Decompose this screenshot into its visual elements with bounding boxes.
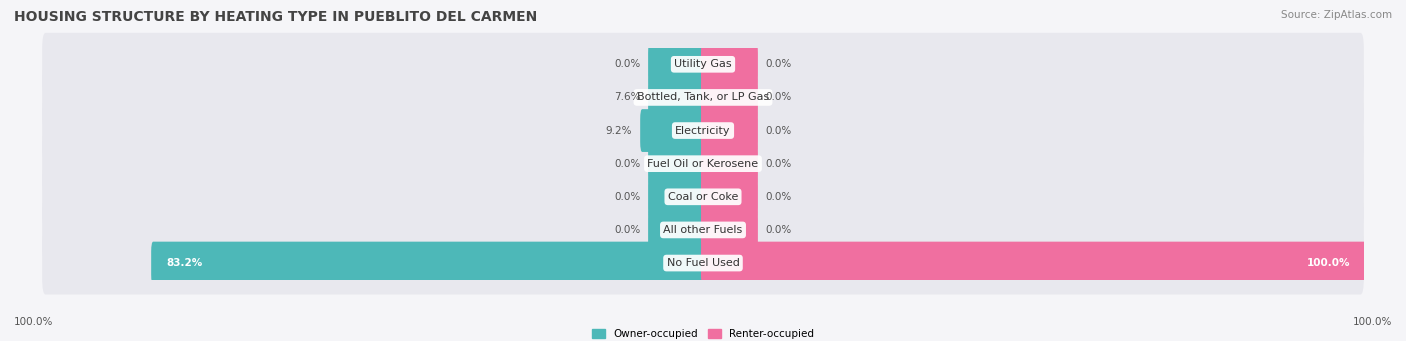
Text: 100.0%: 100.0% bbox=[14, 317, 53, 327]
FancyBboxPatch shape bbox=[42, 66, 1364, 129]
FancyBboxPatch shape bbox=[702, 142, 758, 185]
FancyBboxPatch shape bbox=[702, 209, 758, 251]
Text: Coal or Coke: Coal or Coke bbox=[668, 192, 738, 202]
FancyBboxPatch shape bbox=[702, 109, 758, 152]
FancyBboxPatch shape bbox=[42, 99, 1364, 162]
Text: 0.0%: 0.0% bbox=[766, 159, 792, 169]
FancyBboxPatch shape bbox=[648, 142, 704, 185]
Text: 0.0%: 0.0% bbox=[766, 59, 792, 69]
FancyBboxPatch shape bbox=[702, 175, 758, 218]
FancyBboxPatch shape bbox=[640, 109, 704, 152]
Text: 0.0%: 0.0% bbox=[614, 159, 640, 169]
Text: 0.0%: 0.0% bbox=[614, 192, 640, 202]
Text: 0.0%: 0.0% bbox=[614, 225, 640, 235]
FancyBboxPatch shape bbox=[702, 43, 758, 86]
Text: 0.0%: 0.0% bbox=[766, 92, 792, 102]
FancyBboxPatch shape bbox=[152, 242, 704, 284]
FancyBboxPatch shape bbox=[42, 232, 1364, 295]
FancyBboxPatch shape bbox=[648, 209, 704, 251]
FancyBboxPatch shape bbox=[648, 76, 704, 119]
Text: Bottled, Tank, or LP Gas: Bottled, Tank, or LP Gas bbox=[637, 92, 769, 102]
Text: 83.2%: 83.2% bbox=[166, 258, 202, 268]
FancyBboxPatch shape bbox=[702, 76, 758, 119]
Legend: Owner-occupied, Renter-occupied: Owner-occupied, Renter-occupied bbox=[592, 329, 814, 339]
Text: Source: ZipAtlas.com: Source: ZipAtlas.com bbox=[1281, 10, 1392, 20]
Text: 0.0%: 0.0% bbox=[766, 225, 792, 235]
Text: Utility Gas: Utility Gas bbox=[675, 59, 731, 69]
FancyBboxPatch shape bbox=[42, 165, 1364, 228]
FancyBboxPatch shape bbox=[42, 33, 1364, 96]
FancyBboxPatch shape bbox=[42, 132, 1364, 195]
FancyBboxPatch shape bbox=[648, 43, 704, 86]
Text: All other Fuels: All other Fuels bbox=[664, 225, 742, 235]
Text: 0.0%: 0.0% bbox=[766, 125, 792, 136]
Text: 0.0%: 0.0% bbox=[766, 192, 792, 202]
Text: No Fuel Used: No Fuel Used bbox=[666, 258, 740, 268]
Text: 100.0%: 100.0% bbox=[1353, 317, 1392, 327]
FancyBboxPatch shape bbox=[702, 242, 1365, 284]
Text: 7.6%: 7.6% bbox=[614, 92, 640, 102]
Text: 0.0%: 0.0% bbox=[614, 59, 640, 69]
Text: 9.2%: 9.2% bbox=[606, 125, 633, 136]
Text: Fuel Oil or Kerosene: Fuel Oil or Kerosene bbox=[647, 159, 759, 169]
Text: 100.0%: 100.0% bbox=[1308, 258, 1351, 268]
Text: Electricity: Electricity bbox=[675, 125, 731, 136]
Text: HOUSING STRUCTURE BY HEATING TYPE IN PUEBLITO DEL CARMEN: HOUSING STRUCTURE BY HEATING TYPE IN PUE… bbox=[14, 10, 537, 24]
FancyBboxPatch shape bbox=[42, 198, 1364, 262]
FancyBboxPatch shape bbox=[648, 175, 704, 218]
